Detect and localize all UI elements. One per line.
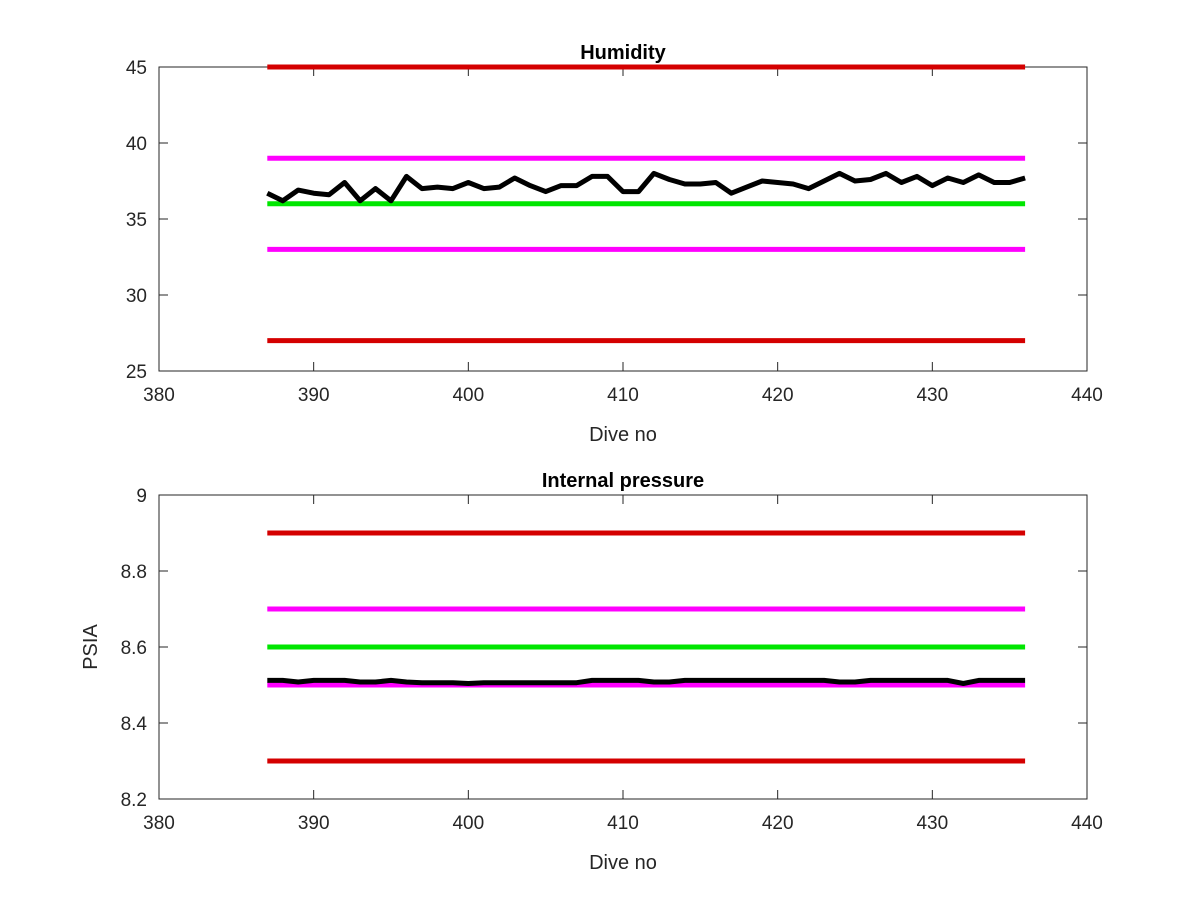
pressure-title: Internal pressure bbox=[542, 470, 704, 492]
humidity-y-tick-label: 30 bbox=[126, 286, 147, 307]
humidity-x-tick-label: 440 bbox=[1071, 385, 1103, 406]
humidity-y-tick-label: 45 bbox=[126, 58, 147, 79]
humidity-x-tick-label: 400 bbox=[452, 385, 484, 406]
humidity-x-tick-label: 410 bbox=[607, 385, 639, 406]
pressure-y-tick-label: 8.6 bbox=[121, 638, 147, 659]
humidity-x-tick-label: 380 bbox=[143, 385, 175, 406]
pressure-x-tick-label: 440 bbox=[1071, 813, 1103, 834]
humidity-y-tick-label: 40 bbox=[126, 134, 147, 155]
humidity-x-tick-label: 420 bbox=[762, 385, 794, 406]
humidity-title: Humidity bbox=[580, 42, 666, 64]
humidity-x-axis-label: Dive no bbox=[589, 424, 657, 446]
pressure-data-line bbox=[267, 677, 1026, 686]
pressure-y-tick-label: 8.2 bbox=[121, 790, 147, 811]
pressure-x-tick-label: 380 bbox=[143, 813, 175, 834]
pressure-y-tick-label: 9 bbox=[136, 486, 147, 507]
pressure-y-tick-label: 8.4 bbox=[121, 714, 148, 735]
pressure-x-axis-label: Dive no bbox=[589, 852, 657, 874]
humidity-y-tick-label: 35 bbox=[126, 210, 147, 231]
pressure-y-tick-label: 8.8 bbox=[121, 562, 147, 583]
humidity-axes-box bbox=[158, 66, 1088, 372]
humidity-x-tick-label: 390 bbox=[298, 385, 330, 406]
internal-pressure-plot: 380 390 400 410 420 430 440 8.2 8.4 8.6 8.8 9 Intern… bbox=[80, 470, 1103, 874]
pressure-x-tick-label: 410 bbox=[607, 813, 639, 834]
pressure-y-axis-label: PSIA bbox=[80, 624, 102, 670]
pressure-x-tick-label: 430 bbox=[916, 813, 948, 834]
humidity-data-line bbox=[266, 170, 1026, 204]
humidity-x-tick-label: 430 bbox=[916, 385, 948, 406]
humidity-plot: 380 390 400 410 420 430 440 25 30 35 40 45 Humidity D… bbox=[126, 42, 1103, 446]
pressure-x-tick-label: 390 bbox=[298, 813, 330, 834]
pressure-x-tick-label: 400 bbox=[452, 813, 484, 834]
pressure-x-tick-label: 420 bbox=[762, 813, 794, 834]
humidity-y-tick-label: 25 bbox=[126, 362, 147, 383]
